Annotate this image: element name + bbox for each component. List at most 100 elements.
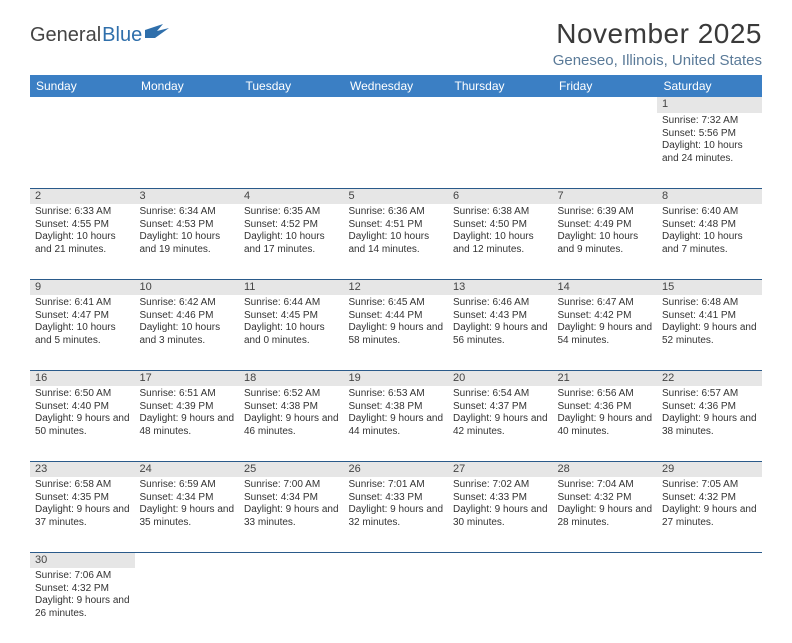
daylight-line: Daylight: 9 hours and 50 minutes.	[35, 413, 130, 438]
day-number: 13	[448, 279, 553, 295]
daylight-line: Daylight: 9 hours and 38 minutes.	[662, 413, 757, 438]
sunset-line: Sunset: 4:43 PM	[453, 310, 548, 323]
day-number-row: 2345678	[30, 188, 762, 204]
day-number-row: 23242526272829	[30, 461, 762, 477]
sunrise-line: Sunrise: 6:46 AM	[453, 297, 548, 310]
empty-cell	[344, 97, 449, 113]
day-cell: Sunrise: 6:38 AMSunset: 4:50 PMDaylight:…	[448, 204, 553, 279]
sunrise-line: Sunrise: 7:06 AM	[35, 570, 130, 583]
day-number: 18	[239, 370, 344, 386]
day-number: 2	[30, 188, 135, 204]
day-number: 15	[657, 279, 762, 295]
day-cell: Sunrise: 6:35 AMSunset: 4:52 PMDaylight:…	[239, 204, 344, 279]
day-cell-body: Sunrise: 6:59 AMSunset: 4:34 PMDaylight:…	[135, 477, 240, 532]
day-cell-body: Sunrise: 7:00 AMSunset: 4:34 PMDaylight:…	[239, 477, 344, 532]
day-cell: Sunrise: 6:33 AMSunset: 4:55 PMDaylight:…	[30, 204, 135, 279]
sunset-line: Sunset: 4:33 PM	[349, 492, 444, 505]
day-cell-body: Sunrise: 6:47 AMSunset: 4:42 PMDaylight:…	[553, 295, 658, 350]
day-number: 28	[553, 461, 658, 477]
daylight-line: Daylight: 9 hours and 56 minutes.	[453, 322, 548, 347]
day-cell-body: Sunrise: 7:04 AMSunset: 4:32 PMDaylight:…	[553, 477, 658, 532]
day-cell: Sunrise: 7:01 AMSunset: 4:33 PMDaylight:…	[344, 477, 449, 552]
empty-cell	[135, 113, 240, 188]
daylight-line: Daylight: 9 hours and 44 minutes.	[349, 413, 444, 438]
day-number: 11	[239, 279, 344, 295]
sunrise-line: Sunrise: 6:51 AM	[140, 388, 235, 401]
day-cell: Sunrise: 7:06 AMSunset: 4:32 PMDaylight:…	[30, 568, 135, 643]
empty-cell	[448, 568, 553, 643]
day-cell-body: Sunrise: 6:42 AMSunset: 4:46 PMDaylight:…	[135, 295, 240, 350]
day-number: 22	[657, 370, 762, 386]
day-cell-body: Sunrise: 7:06 AMSunset: 4:32 PMDaylight:…	[30, 568, 135, 623]
daylight-line: Daylight: 9 hours and 58 minutes.	[349, 322, 444, 347]
daylight-line: Daylight: 10 hours and 21 minutes.	[35, 231, 130, 256]
daylight-line: Daylight: 10 hours and 17 minutes.	[244, 231, 339, 256]
day-number: 10	[135, 279, 240, 295]
day-cell-body: Sunrise: 6:34 AMSunset: 4:53 PMDaylight:…	[135, 204, 240, 259]
sunset-line: Sunset: 4:32 PM	[558, 492, 653, 505]
daylight-line: Daylight: 9 hours and 52 minutes.	[662, 322, 757, 347]
sunset-line: Sunset: 4:33 PM	[453, 492, 548, 505]
daylight-line: Daylight: 10 hours and 3 minutes.	[140, 322, 235, 347]
logo-text-1: General	[30, 24, 101, 47]
empty-cell	[553, 568, 658, 643]
logo: GeneralBlue	[30, 24, 171, 47]
empty-cell	[657, 552, 762, 568]
day-cell-body: Sunrise: 6:45 AMSunset: 4:44 PMDaylight:…	[344, 295, 449, 350]
empty-cell	[448, 552, 553, 568]
daylight-line: Daylight: 9 hours and 28 minutes.	[558, 504, 653, 529]
empty-cell	[344, 552, 449, 568]
day-cell: Sunrise: 6:44 AMSunset: 4:45 PMDaylight:…	[239, 295, 344, 370]
empty-cell	[239, 552, 344, 568]
sunset-line: Sunset: 4:47 PM	[35, 310, 130, 323]
day-cell-body: Sunrise: 6:54 AMSunset: 4:37 PMDaylight:…	[448, 386, 553, 441]
calendar-table: SundayMondayTuesdayWednesdayThursdayFrid…	[30, 75, 762, 643]
calendar-page: GeneralBlue November 2025 Geneseo, Illin…	[0, 0, 792, 643]
day-number: 16	[30, 370, 135, 386]
day-cell-body: Sunrise: 6:44 AMSunset: 4:45 PMDaylight:…	[239, 295, 344, 350]
day-number: 24	[135, 461, 240, 477]
sunset-line: Sunset: 5:56 PM	[662, 128, 757, 141]
day-cell-body: Sunrise: 7:32 AMSunset: 5:56 PMDaylight:…	[657, 113, 762, 168]
day-number: 7	[553, 188, 658, 204]
day-cell: Sunrise: 7:00 AMSunset: 4:34 PMDaylight:…	[239, 477, 344, 552]
day-cell-body: Sunrise: 6:39 AMSunset: 4:49 PMDaylight:…	[553, 204, 658, 259]
day-number: 9	[30, 279, 135, 295]
day-cell: Sunrise: 6:36 AMSunset: 4:51 PMDaylight:…	[344, 204, 449, 279]
day-number: 6	[448, 188, 553, 204]
sunset-line: Sunset: 4:45 PM	[244, 310, 339, 323]
sunrise-line: Sunrise: 6:58 AM	[35, 479, 130, 492]
day-cell-body: Sunrise: 6:41 AMSunset: 4:47 PMDaylight:…	[30, 295, 135, 350]
location: Geneseo, Illinois, United States	[553, 52, 762, 69]
empty-cell	[344, 568, 449, 643]
sunrise-line: Sunrise: 7:00 AM	[244, 479, 339, 492]
day-cell-body: Sunrise: 7:05 AMSunset: 4:32 PMDaylight:…	[657, 477, 762, 532]
day-number: 21	[553, 370, 658, 386]
day-cell-body: Sunrise: 6:48 AMSunset: 4:41 PMDaylight:…	[657, 295, 762, 350]
day-cell: Sunrise: 6:51 AMSunset: 4:39 PMDaylight:…	[135, 386, 240, 461]
daylight-line: Daylight: 10 hours and 12 minutes.	[453, 231, 548, 256]
empty-cell	[239, 113, 344, 188]
sunrise-line: Sunrise: 6:34 AM	[140, 206, 235, 219]
sunset-line: Sunset: 4:41 PM	[662, 310, 757, 323]
day-cell: Sunrise: 6:47 AMSunset: 4:42 PMDaylight:…	[553, 295, 658, 370]
day-cell-body: Sunrise: 6:38 AMSunset: 4:50 PMDaylight:…	[448, 204, 553, 259]
day-cell: Sunrise: 6:39 AMSunset: 4:49 PMDaylight:…	[553, 204, 658, 279]
day-number: 17	[135, 370, 240, 386]
sunset-line: Sunset: 4:32 PM	[662, 492, 757, 505]
day-number: 30	[30, 552, 135, 568]
day-cell: Sunrise: 6:48 AMSunset: 4:41 PMDaylight:…	[657, 295, 762, 370]
day-cell: Sunrise: 7:02 AMSunset: 4:33 PMDaylight:…	[448, 477, 553, 552]
day-cell-body: Sunrise: 6:57 AMSunset: 4:36 PMDaylight:…	[657, 386, 762, 441]
day-cell-body: Sunrise: 6:58 AMSunset: 4:35 PMDaylight:…	[30, 477, 135, 532]
day-cell-body: Sunrise: 6:50 AMSunset: 4:40 PMDaylight:…	[30, 386, 135, 441]
sunrise-line: Sunrise: 6:38 AM	[453, 206, 548, 219]
day-cell: Sunrise: 6:34 AMSunset: 4:53 PMDaylight:…	[135, 204, 240, 279]
day-number: 3	[135, 188, 240, 204]
day-cell: Sunrise: 7:05 AMSunset: 4:32 PMDaylight:…	[657, 477, 762, 552]
sunrise-line: Sunrise: 7:04 AM	[558, 479, 653, 492]
daylight-line: Daylight: 10 hours and 9 minutes.	[558, 231, 653, 256]
empty-cell	[135, 568, 240, 643]
day-cell-body: Sunrise: 6:40 AMSunset: 4:48 PMDaylight:…	[657, 204, 762, 259]
daylight-line: Daylight: 10 hours and 5 minutes.	[35, 322, 130, 347]
